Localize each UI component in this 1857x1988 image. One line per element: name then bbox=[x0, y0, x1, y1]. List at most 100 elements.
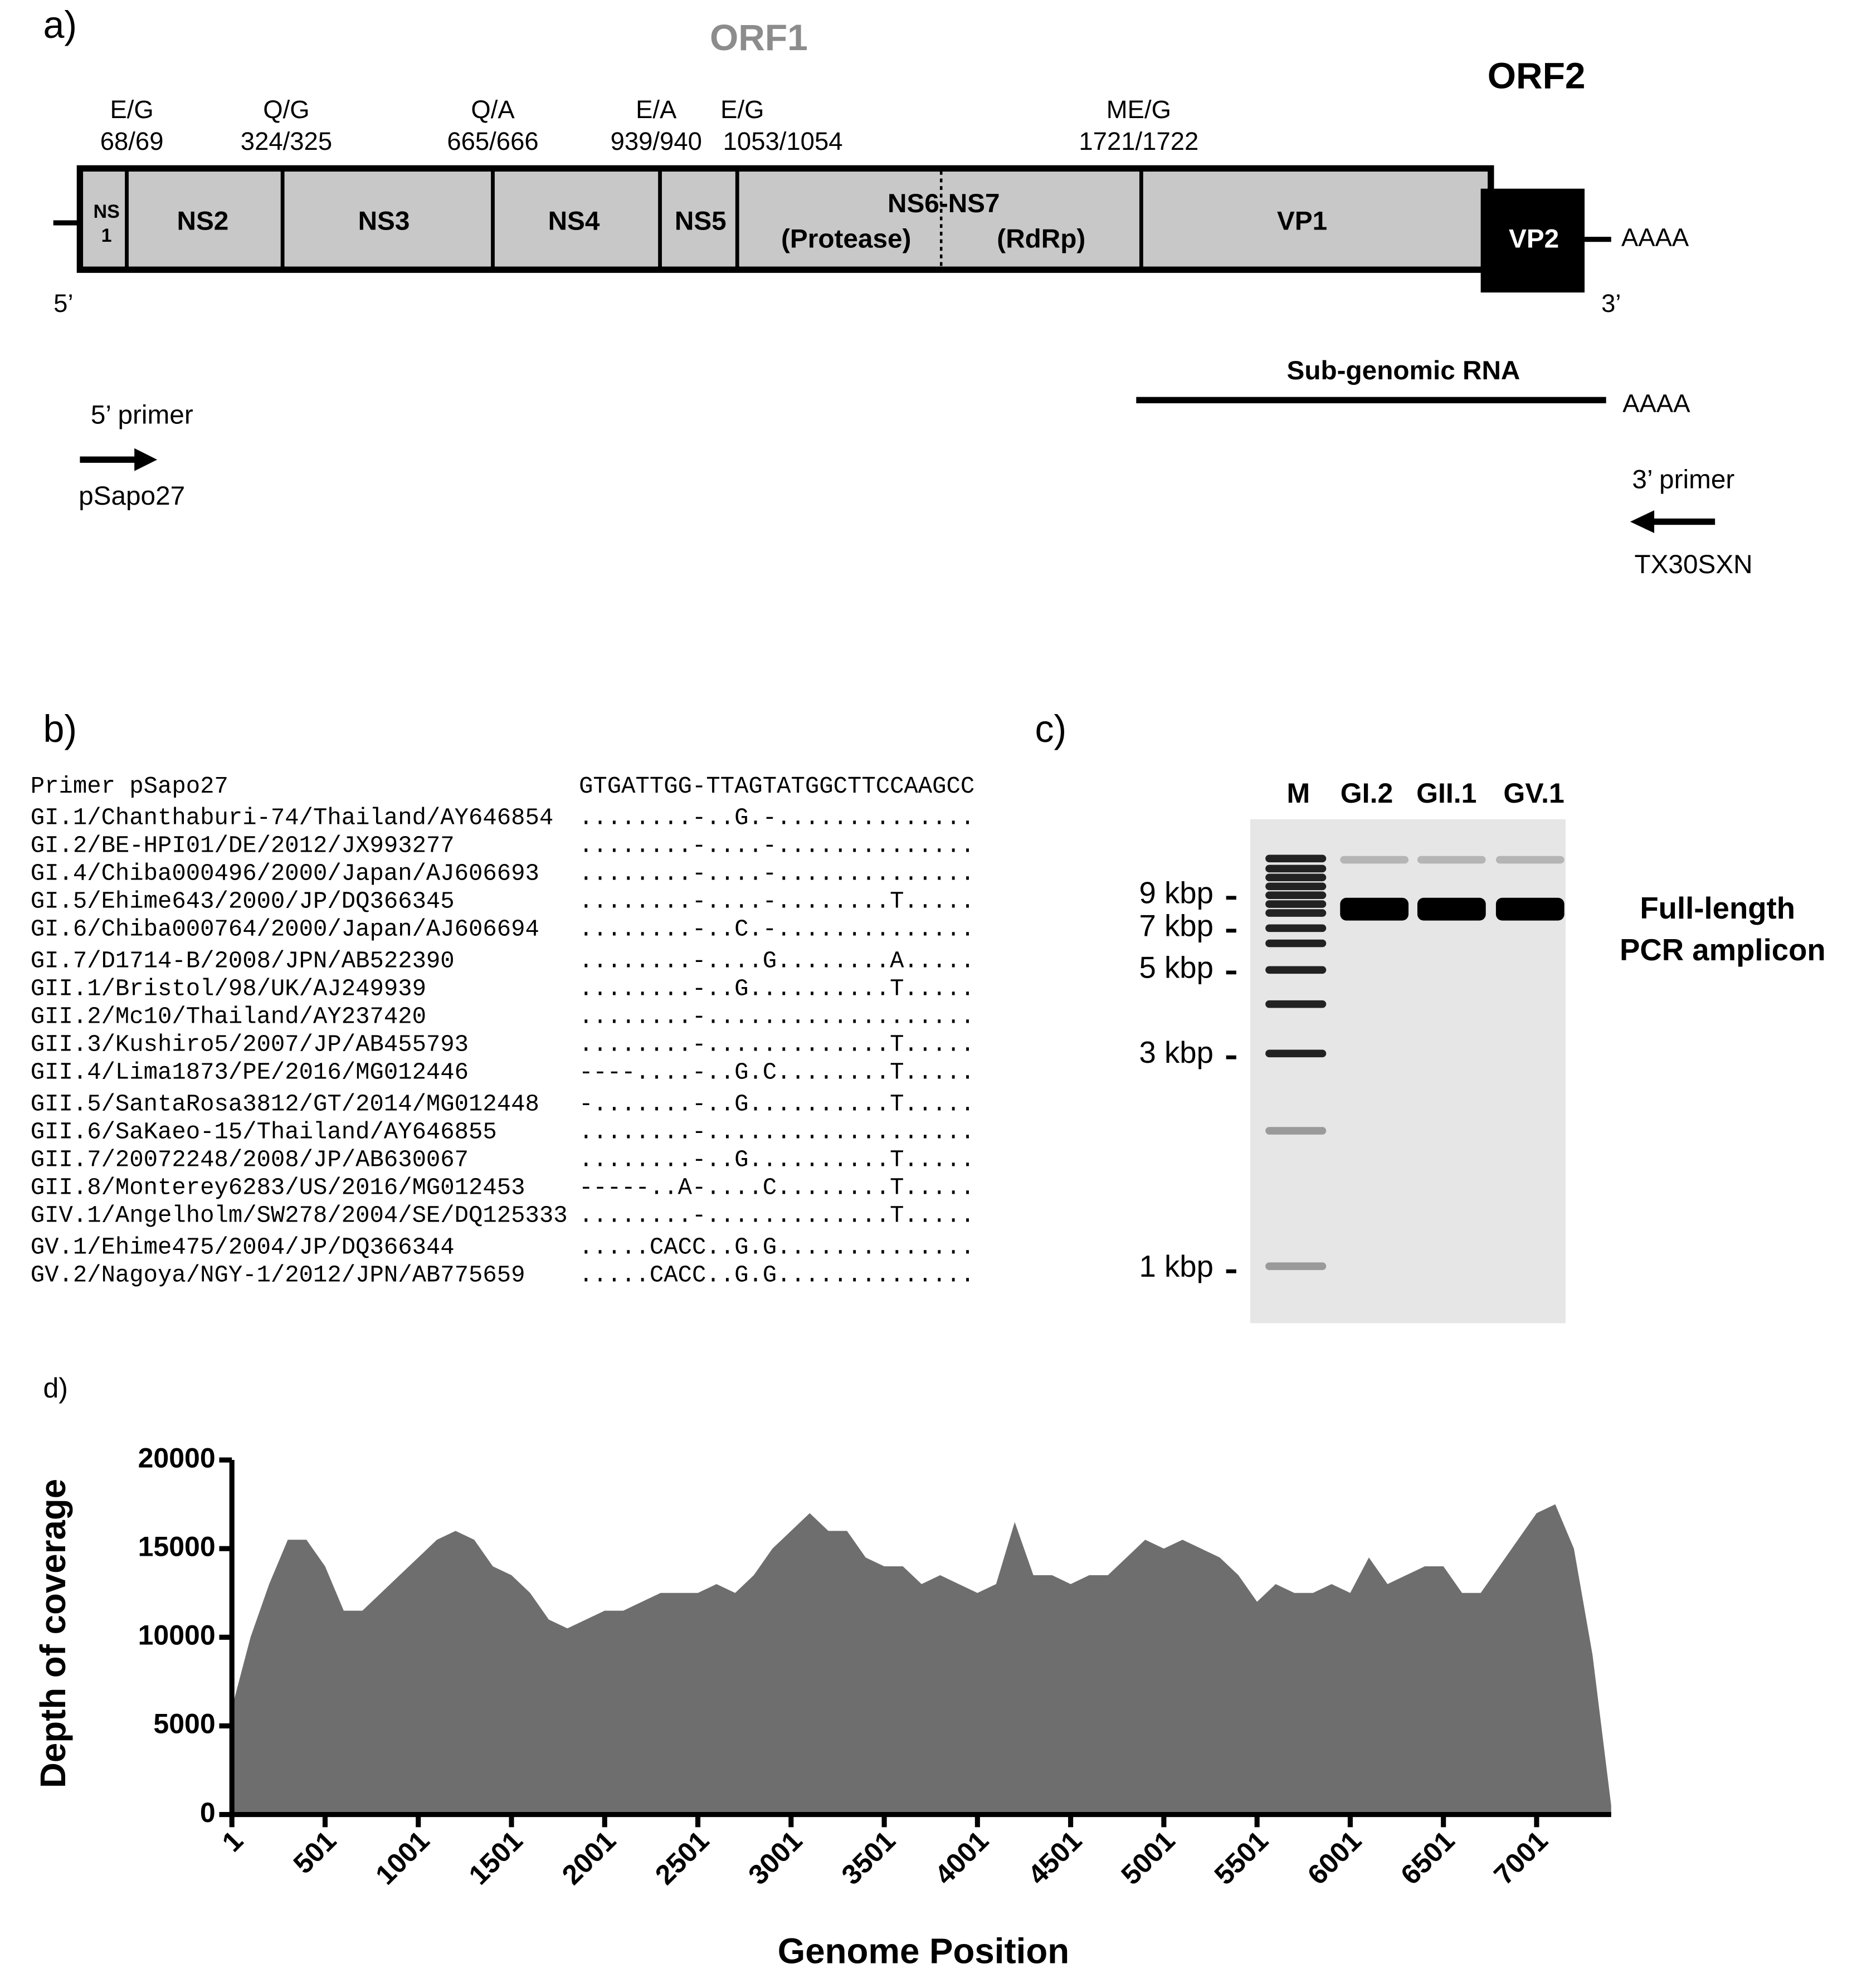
primer-arrow-head bbox=[1630, 510, 1655, 534]
primer-label: 3’ primer bbox=[1632, 465, 1734, 494]
alignment: ........-..G.-.............. bbox=[579, 805, 974, 832]
end-label: 3’ bbox=[1601, 289, 1621, 318]
sample-band-faint bbox=[1340, 856, 1409, 864]
ladder-band bbox=[1265, 900, 1327, 908]
x-tick-label: 5001 bbox=[1115, 1825, 1181, 1891]
region-label: (Protease) bbox=[781, 224, 911, 254]
lane-label: GII.1 bbox=[1416, 778, 1476, 809]
x-tick-label: 501 bbox=[287, 1825, 343, 1880]
alignment: ........-....-........T..... bbox=[579, 888, 974, 915]
sample-band bbox=[1417, 897, 1486, 921]
y-tick-label: 20000 bbox=[138, 1442, 216, 1473]
region-label: VP2 bbox=[1509, 224, 1559, 254]
sample-band-faint bbox=[1495, 856, 1564, 864]
poly-a: AAAA bbox=[1622, 389, 1690, 417]
ladder-band bbox=[1265, 909, 1327, 917]
ladder-band bbox=[1265, 864, 1327, 873]
strain-name: GI.2/BE-HPI01/DE/2012/JX993277 bbox=[31, 833, 455, 859]
x-tick-label: 3501 bbox=[836, 1825, 901, 1891]
primer-label: 5’ primer bbox=[91, 400, 193, 430]
alignment: ........-.............T..... bbox=[579, 1032, 974, 1058]
marker-label: 7 kbp bbox=[1139, 909, 1213, 943]
cleavage-position: 939/940 bbox=[611, 127, 702, 155]
x-tick-label: 6001 bbox=[1302, 1825, 1367, 1891]
marker-label: 3 kbp bbox=[1139, 1035, 1213, 1069]
ladder-band bbox=[1265, 873, 1327, 882]
strain-name: GII.1/Bristol/98/UK/AJ249939 bbox=[31, 976, 426, 1003]
strain-name: GII.4/Lima1873/PE/2016/MG012446 bbox=[31, 1059, 469, 1086]
primer-name: Primer pSapo27 bbox=[31, 773, 228, 800]
alignment: ........-..G..........T..... bbox=[579, 976, 974, 1003]
cleavage-site: E/G bbox=[720, 95, 764, 124]
ladder-band bbox=[1265, 966, 1327, 974]
coverage-area bbox=[232, 1504, 1611, 1815]
cleavage-site: ME/G bbox=[1107, 95, 1171, 124]
poly-a: AAAA bbox=[1621, 223, 1689, 252]
panel-label: c) bbox=[1035, 708, 1066, 750]
alignment: ........-................... bbox=[579, 1004, 974, 1030]
alignment: ----....-..G.C........T..... bbox=[579, 1059, 974, 1086]
strain-name: GII.7/20072248/2008/JP/AB630067 bbox=[31, 1146, 469, 1173]
alignment: ........-................... bbox=[579, 1118, 974, 1145]
ladder-band bbox=[1265, 924, 1327, 932]
panel-label: d) bbox=[43, 1372, 67, 1404]
region-label: (RdRp) bbox=[997, 224, 1085, 254]
annotation: Full-length bbox=[1640, 891, 1795, 925]
strain-name: GI.4/Chiba000496/2000/Japan/AJ606693 bbox=[31, 861, 539, 887]
orf2-box bbox=[1480, 188, 1585, 293]
alignment: .....CACC..G.G.............. bbox=[579, 1234, 974, 1261]
primer-sequence: GTGATTGG-TTAGTATGGCTTCCAAGCC bbox=[579, 773, 974, 800]
alignment: .....CACC..G.G.............. bbox=[579, 1262, 974, 1288]
alignment: -.......-..G..........T..... bbox=[579, 1091, 974, 1117]
lane-label: GV.1 bbox=[1503, 778, 1564, 809]
strain-name: GII.8/Monterey6283/US/2016/MG012453 bbox=[31, 1174, 525, 1201]
orf-label: ORF1 bbox=[710, 17, 808, 58]
x-axis-label: Genome Position bbox=[778, 1931, 1069, 1971]
ladder-band bbox=[1265, 882, 1327, 891]
x-tick-label: 4001 bbox=[929, 1825, 995, 1891]
y-tick-label: 10000 bbox=[138, 1620, 216, 1651]
alignment: ........-....-.............. bbox=[579, 861, 974, 887]
primer-name: TX30SXN bbox=[1634, 550, 1752, 579]
strain-name: GV.1/Ehime475/2004/JP/DQ366344 bbox=[31, 1234, 455, 1261]
alignment: ........-.............T..... bbox=[579, 1202, 974, 1229]
region-label: 1 bbox=[101, 225, 112, 246]
sample-band-faint bbox=[1417, 856, 1486, 864]
region-label: NS bbox=[93, 201, 119, 222]
region-label: NS6-NS7 bbox=[888, 189, 1000, 218]
marker-label: 9 kbp bbox=[1139, 876, 1213, 910]
alignment: ........-....-.............. bbox=[579, 833, 974, 859]
orf-label: ORF2 bbox=[1488, 55, 1586, 96]
ladder-band bbox=[1265, 1262, 1327, 1271]
region-label: NS3 bbox=[358, 207, 410, 236]
end-label: 5’ bbox=[53, 289, 73, 318]
strain-name: GI.5/Ehime643/2000/JP/DQ366345 bbox=[31, 888, 455, 915]
alignment: ........-..G..........T..... bbox=[579, 1146, 974, 1173]
cleavage-position: 1053/1054 bbox=[723, 127, 843, 155]
region-label: VP1 bbox=[1277, 207, 1327, 236]
panel-label: a) bbox=[43, 4, 77, 46]
alignment: -----..A-....C........T..... bbox=[579, 1174, 974, 1201]
region-label: NS2 bbox=[177, 207, 229, 236]
x-tick-label: 1001 bbox=[369, 1825, 435, 1891]
x-tick-label: 1 bbox=[216, 1825, 249, 1858]
x-tick-label: 7001 bbox=[1488, 1825, 1553, 1891]
strain-name: GI.7/D1714-B/2008/JPN/AB522390 bbox=[31, 948, 455, 975]
ladder-band bbox=[1265, 1049, 1327, 1058]
strain-name: GIV.1/Angelholm/SW278/2004/SE/DQ125333 bbox=[31, 1202, 568, 1229]
strain-name: GII.3/Kushiro5/2007/JP/AB455793 bbox=[31, 1032, 469, 1058]
subgenomic-label: Sub-genomic RNA bbox=[1287, 356, 1520, 385]
lane-label: M bbox=[1286, 778, 1310, 809]
marker-label: 1 kbp bbox=[1139, 1249, 1213, 1283]
alignment: ........-....G........A..... bbox=[579, 948, 974, 975]
primer-arrow-head bbox=[134, 448, 158, 471]
x-tick-label: 2501 bbox=[649, 1825, 715, 1891]
lane-label: GI.2 bbox=[1341, 778, 1393, 809]
strain-name: GV.2/Nagoya/NGY-1/2012/JPN/AB775659 bbox=[31, 1262, 525, 1288]
strain-name: GII.2/Mc10/Thailand/AY237420 bbox=[31, 1004, 426, 1030]
x-tick-label: 2001 bbox=[556, 1825, 622, 1891]
ladder-band bbox=[1265, 1000, 1327, 1008]
panel-label: b) bbox=[43, 708, 77, 750]
region-label: NS5 bbox=[675, 207, 727, 236]
y-tick-label: 15000 bbox=[138, 1531, 216, 1562]
